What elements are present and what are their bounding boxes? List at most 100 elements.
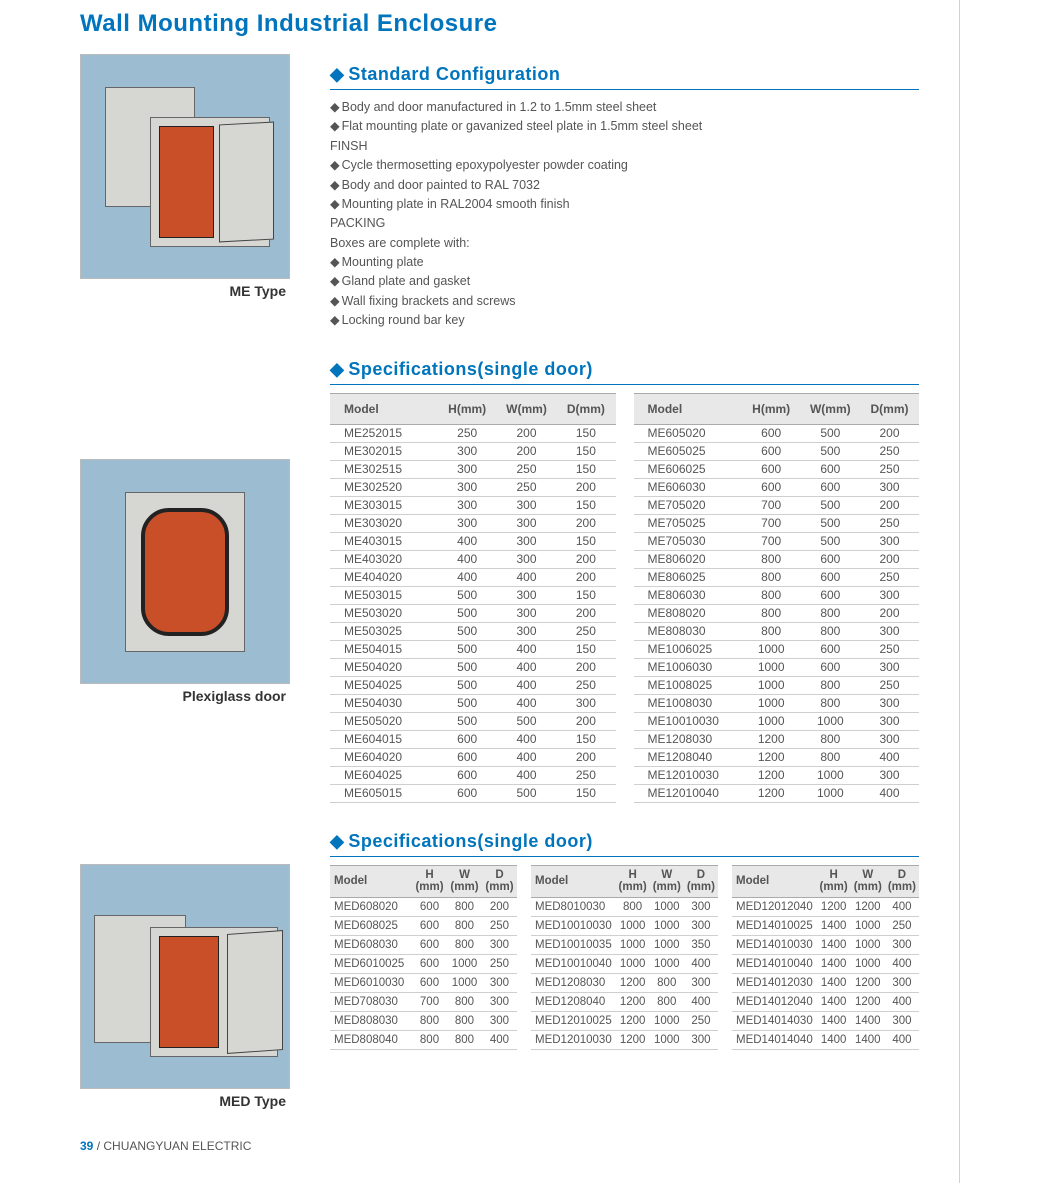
med-table-a: ModelH(mm)W(mm)D(mm)MED608020600800200ME… xyxy=(330,865,517,1050)
config-line: Body and door manufactured in 1.2 to 1.5… xyxy=(330,98,919,117)
table-row: MED608025600800250 xyxy=(330,916,517,935)
table-row: ME504015500400150 xyxy=(330,640,616,658)
config-line: FINSH xyxy=(330,137,919,156)
config-line: Mounting plate xyxy=(330,253,919,272)
table-row: ME302520300250200 xyxy=(330,478,616,496)
table-row: ME10080301000800300 xyxy=(634,694,920,712)
table-row: MED1401002514001000250 xyxy=(732,916,919,935)
table-row: ME302515300250150 xyxy=(330,460,616,478)
col-h: H(mm) xyxy=(438,393,497,424)
table-row: ME404020400400200 xyxy=(330,568,616,586)
table-row: ME503020500300200 xyxy=(330,604,616,622)
col-model: Model xyxy=(330,865,412,897)
med-caption: MED Type xyxy=(80,1093,290,1109)
col-h: H(mm) xyxy=(412,865,447,897)
col-w: W(mm) xyxy=(851,865,885,897)
med-type-image: MED Type xyxy=(80,864,290,1109)
table-row: ME504025500400250 xyxy=(330,676,616,694)
config-line: Gland plate and gasket xyxy=(330,272,919,291)
col-model: Model xyxy=(330,393,438,424)
spec1-heading: Specifications(single door) xyxy=(330,359,919,385)
table-row: ME605015600500150 xyxy=(330,784,616,802)
table-row: ME504020500400200 xyxy=(330,658,616,676)
table-row: MED1001003010001000300 xyxy=(531,916,718,935)
table-row: MED1001003510001000350 xyxy=(531,935,718,954)
col-h: H(mm) xyxy=(817,865,851,897)
config-line: PACKING xyxy=(330,214,919,233)
table-row: MED608020600800200 xyxy=(330,897,517,916)
table-row: MED1401004014001000400 xyxy=(732,954,919,973)
table-row: ME503015500300150 xyxy=(330,586,616,604)
col-d: D(mm) xyxy=(885,865,919,897)
table-row: MED60100256001000250 xyxy=(330,954,517,973)
table-row: MED12080301200800300 xyxy=(531,973,718,992)
col-model: Model xyxy=(634,393,742,424)
table-row: MED808030800800300 xyxy=(330,1011,517,1030)
col-d: D(mm) xyxy=(482,865,517,897)
spec-table-left: ModelH(mm)W(mm)D(mm)ME252015250200150ME3… xyxy=(330,393,616,803)
col-h: H(mm) xyxy=(742,393,801,424)
table-row: ME12080401200800400 xyxy=(634,748,920,766)
table-row: ME705030700500300 xyxy=(634,532,920,550)
me-caption: ME Type xyxy=(80,283,290,299)
table-row: MED80100308001000300 xyxy=(531,897,718,916)
table-row: ME705020700500200 xyxy=(634,496,920,514)
table-row: MED1401404014001400400 xyxy=(732,1030,919,1049)
config-line: Cycle thermosetting epoxypolyester powde… xyxy=(330,156,919,175)
table-row: ME605020600500200 xyxy=(634,424,920,442)
plexi-caption: Plexiglass door xyxy=(80,688,290,704)
table-row: MED1401003014001000300 xyxy=(732,935,919,954)
table-row: ME806025800600250 xyxy=(634,568,920,586)
table-row: ME1201004012001000400 xyxy=(634,784,920,802)
table-row: ME605025600500250 xyxy=(634,442,920,460)
config-line: Flat mounting plate or gavanized steel p… xyxy=(330,117,919,136)
table-row: MED1401204014001200400 xyxy=(732,992,919,1011)
table-row: MED1001004010001000400 xyxy=(531,954,718,973)
table-row: ME252015250200150 xyxy=(330,424,616,442)
spec-table-right: ModelH(mm)W(mm)D(mm)ME605020600500200ME6… xyxy=(634,393,920,803)
col-model: Model xyxy=(732,865,817,897)
table-row: MED60100306001000300 xyxy=(330,973,517,992)
table-row: ME1201003012001000300 xyxy=(634,766,920,784)
table-row: ME606025600600250 xyxy=(634,460,920,478)
plexiglass-image: Plexiglass door xyxy=(80,459,290,704)
table-row: ME504030500400300 xyxy=(330,694,616,712)
table-row: MED1201204012001200400 xyxy=(732,897,919,916)
me-type-image: ME Type xyxy=(80,54,290,299)
table-row: MED1201003012001000300 xyxy=(531,1030,718,1049)
config-line: Mounting plate in RAL2004 smooth finish xyxy=(330,195,919,214)
table-row: ME303015300300150 xyxy=(330,496,616,514)
col-d: D(mm) xyxy=(556,393,615,424)
table-row: ME302015300200150 xyxy=(330,442,616,460)
med-table-c: ModelH(mm)W(mm)D(mm)MED12012040120012004… xyxy=(732,865,919,1050)
table-row: MED12080401200800400 xyxy=(531,992,718,1011)
table-row: ME10060301000600300 xyxy=(634,658,920,676)
table-row: ME10060251000600250 xyxy=(634,640,920,658)
table-row: MED808040800800400 xyxy=(330,1030,517,1049)
col-w: W(mm) xyxy=(497,393,556,424)
table-row: ME606030600600300 xyxy=(634,478,920,496)
table-row: ME808030800800300 xyxy=(634,622,920,640)
table-row: ME806030800600300 xyxy=(634,586,920,604)
col-w: W(mm) xyxy=(801,393,860,424)
table-row: ME303020300300200 xyxy=(330,514,616,532)
table-row: ME806020800600200 xyxy=(634,550,920,568)
table-row: MED708030700800300 xyxy=(330,992,517,1011)
image-column: ME Type Plexiglass door MED Type xyxy=(80,54,290,1109)
col-d: D(mm) xyxy=(684,865,718,897)
config-line: Locking round bar key xyxy=(330,311,919,330)
table-row: MED1201002512001000250 xyxy=(531,1011,718,1030)
table-row: ME505020500500200 xyxy=(330,712,616,730)
table-row: ME604025600400250 xyxy=(330,766,616,784)
col-w: W(mm) xyxy=(447,865,482,897)
table-row: ME705025700500250 xyxy=(634,514,920,532)
table-row: ME1001003010001000300 xyxy=(634,712,920,730)
table-row: MED1401403014001400300 xyxy=(732,1011,919,1030)
config-bullets: Body and door manufactured in 1.2 to 1.5… xyxy=(330,98,919,331)
table-row: MED608030600800300 xyxy=(330,935,517,954)
table-row: ME604020600400200 xyxy=(330,748,616,766)
config-heading: Standard Configuration xyxy=(330,64,919,90)
table-row: ME604015600400150 xyxy=(330,730,616,748)
col-model: Model xyxy=(531,865,616,897)
col-w: W(mm) xyxy=(650,865,684,897)
